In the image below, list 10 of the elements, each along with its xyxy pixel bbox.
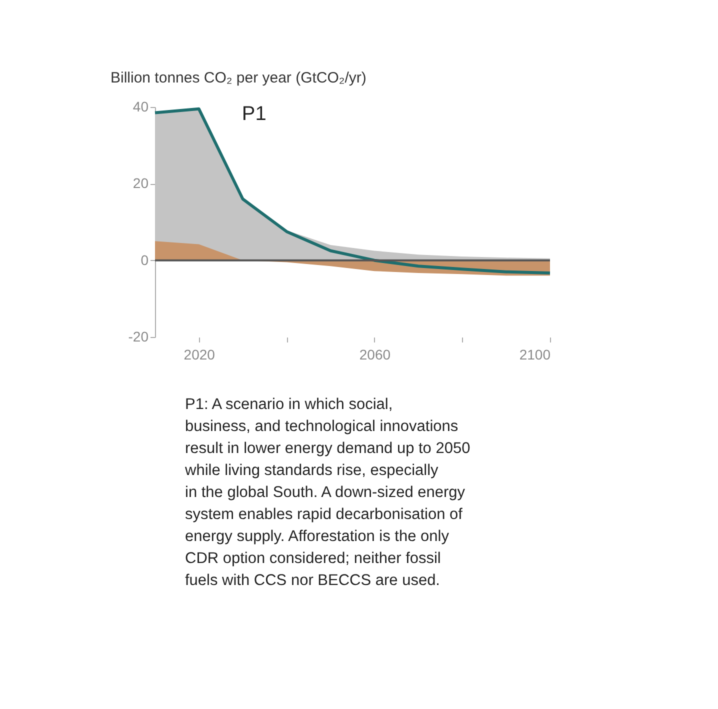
y-axis-title: Billion tonnes CO₂ per year (GtCO₂/yr) (110, 70, 366, 86)
text: P1: A scenario in which social, business, and technological innovations result in lower energy demand up to 2050 while living standards rise, especially in the global South. A down-sized energy system enables rapid decarbonisation of energy supply. Afforestation is the only CDR option considered; neither fossil fuels with CCS nor BECCS are used. (185, 396, 470, 589)
annotation: P1 (242, 103, 266, 125)
y-tick-label: -20 (128, 328, 149, 344)
y-tick-label: 40 (132, 98, 149, 114)
x-tick-label: 2060 (359, 346, 391, 362)
y-tick-label: 0 (140, 252, 149, 268)
x-tick-label: 2100 (519, 346, 551, 362)
y-tick-label: 20 (132, 175, 149, 192)
x-tick-label: 2020 (184, 346, 216, 362)
